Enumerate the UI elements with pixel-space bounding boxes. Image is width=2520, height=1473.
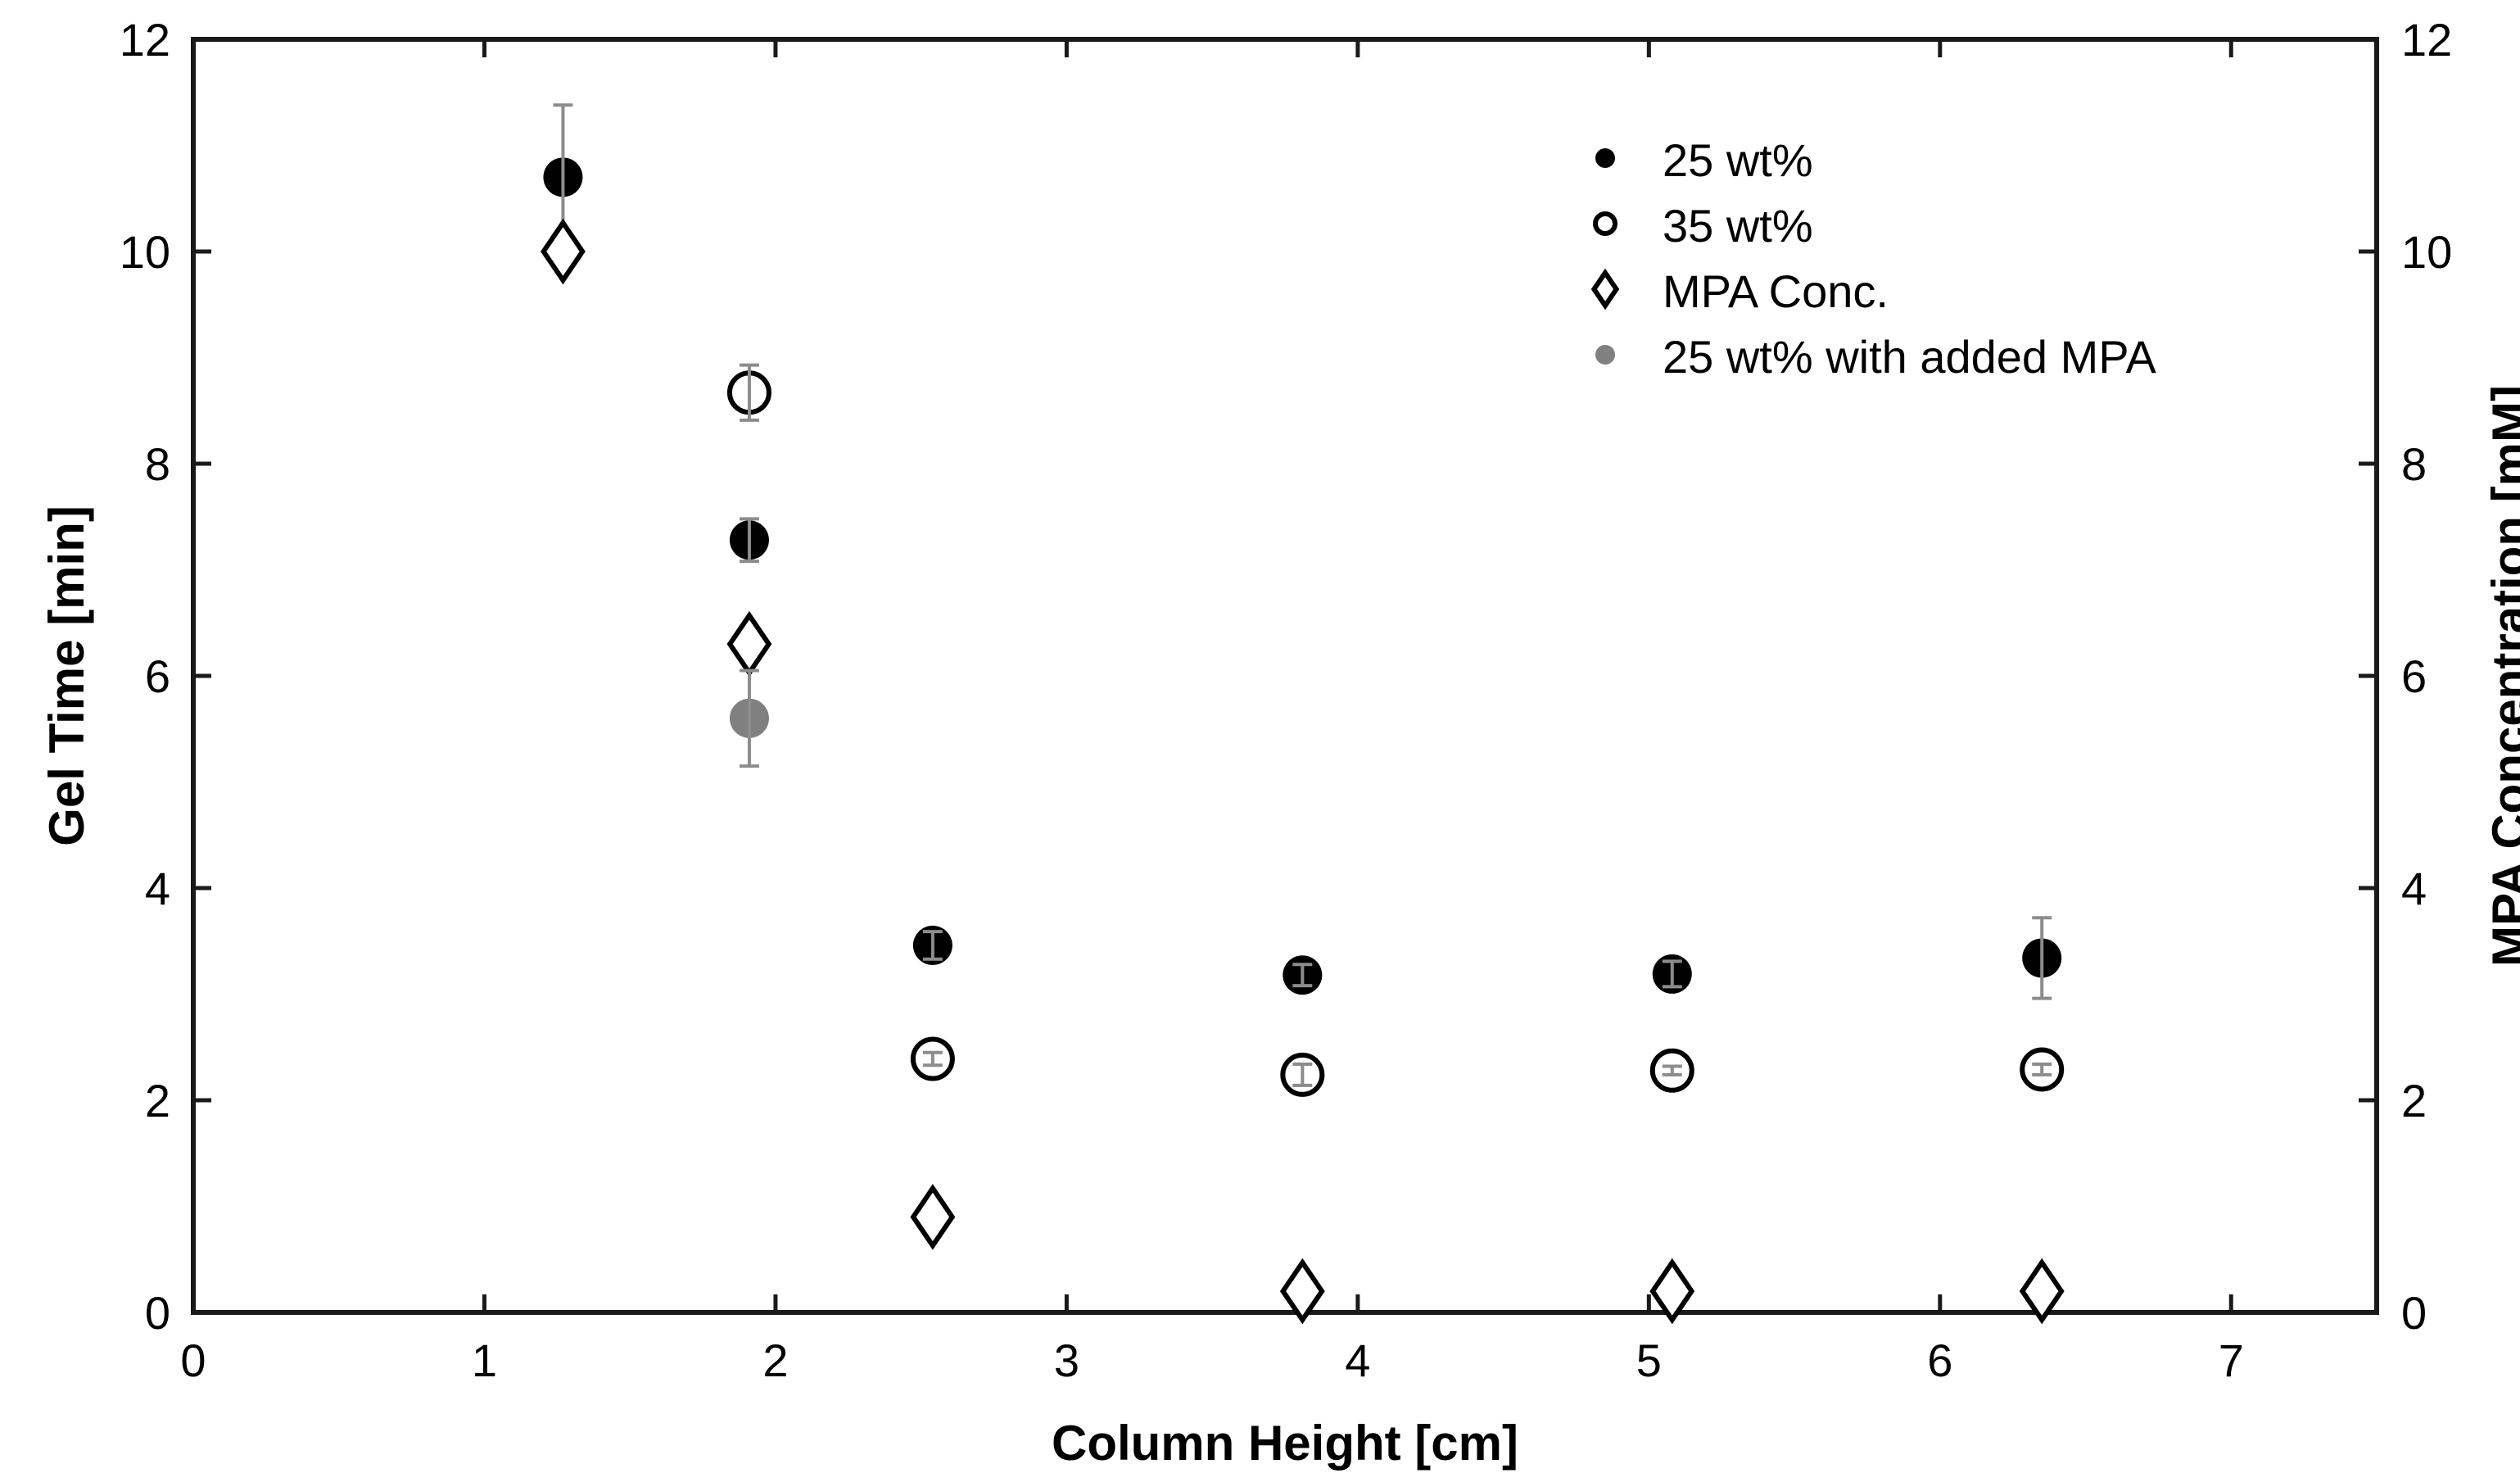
data-point xyxy=(726,610,772,678)
y-tick-label: 0 xyxy=(145,1287,170,1339)
y-tick-label: 4 xyxy=(145,863,170,914)
legend: 25 wt% 35 wt% MPA Conc. 25 wt% with added M… xyxy=(1590,134,2156,383)
series-25-wt- xyxy=(543,103,2062,1000)
x-tick-label: 6 xyxy=(1927,1335,1952,1386)
series-35-wt- xyxy=(726,363,2065,1097)
legend-label: MPA Conc. xyxy=(1663,265,1889,317)
x-tick-label: 4 xyxy=(1345,1335,1370,1386)
series-mpa-conc- xyxy=(541,218,2065,1325)
legend-marker xyxy=(1595,148,1615,168)
x-tick-label: 3 xyxy=(1054,1335,1079,1386)
y-tick-label: 8 xyxy=(145,438,170,490)
y2-tick-label: 8 xyxy=(2401,438,2427,490)
legend-marker xyxy=(1595,345,1615,365)
data-point xyxy=(910,1184,956,1250)
y2-tick-label: 6 xyxy=(2401,650,2427,702)
x-tick-label: 1 xyxy=(472,1335,497,1386)
legend-label: 35 wt% xyxy=(1663,200,1813,252)
x-tick-label: 2 xyxy=(762,1335,788,1386)
data-point xyxy=(1279,1258,1325,1325)
x-tick-label: 5 xyxy=(1636,1335,1662,1386)
y2-tick-label: 12 xyxy=(2401,14,2452,66)
y2-axis-title: MPA Concentration [mM] xyxy=(2482,385,2520,967)
data-point xyxy=(541,218,586,285)
y-tick-label: 12 xyxy=(120,14,170,66)
x-axis-title: Column Height [cm] xyxy=(1052,1416,1518,1471)
x-tick-label: 7 xyxy=(2219,1335,2244,1386)
y-tick-label: 10 xyxy=(120,226,170,278)
legend-label: 25 wt% xyxy=(1663,134,1813,186)
y2-tick-label: 10 xyxy=(2401,226,2452,278)
legend-marker xyxy=(1593,211,1617,236)
y-axis-title: Gel Time [min] xyxy=(39,505,94,846)
plot-frame xyxy=(191,37,2379,1315)
data-point xyxy=(2019,1258,2065,1325)
series-25-wt-with-added-mpa xyxy=(729,669,769,768)
y-tick-label: 6 xyxy=(145,650,170,702)
data-point xyxy=(1649,1258,1695,1325)
y-tick-label: 2 xyxy=(145,1075,170,1126)
y2-tick-label: 2 xyxy=(2401,1075,2427,1126)
x-tick-label: 0 xyxy=(180,1335,206,1386)
y2-tick-label: 0 xyxy=(2401,1287,2427,1339)
legend-label: 25 wt% with added MPA xyxy=(1663,331,2156,383)
legend-marker xyxy=(1590,268,1620,310)
data-marks xyxy=(541,103,2065,1325)
y2-tick-label: 4 xyxy=(2401,863,2427,914)
